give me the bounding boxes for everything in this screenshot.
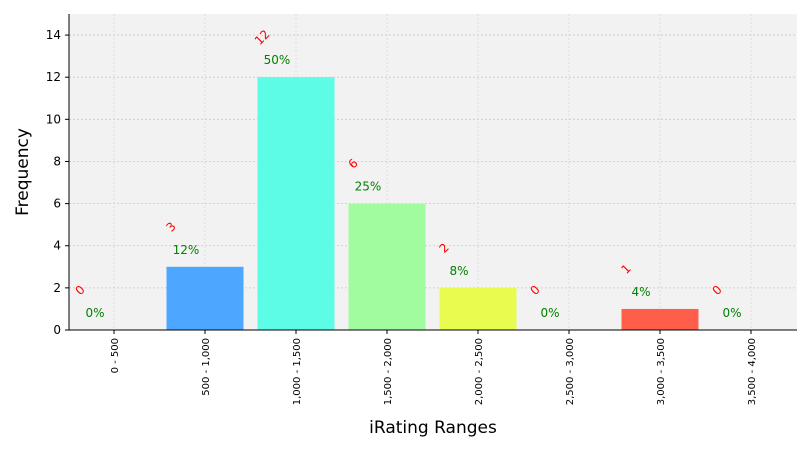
y-axis-title: Frequency (13, 128, 33, 216)
bar (439, 287, 517, 330)
bar (257, 77, 335, 330)
y-tick-label: 8 (53, 154, 61, 168)
y-tick-label: 14 (46, 28, 61, 42)
bars (166, 77, 699, 330)
x-tick-label: 3,000 - 3,500 (656, 338, 667, 405)
bar-percent-label: 0% (722, 306, 741, 320)
x-tick-label: 1,500 - 2,000 (383, 338, 394, 405)
bar-percent-label: 8% (449, 264, 468, 278)
bar-percent-label: 25% (355, 180, 382, 194)
y-tick-label: 6 (53, 197, 61, 211)
x-tick-label: 2,000 - 2,500 (474, 338, 485, 405)
bar (166, 266, 244, 330)
x-tick-label: 500 - 1,000 (201, 338, 212, 396)
bar (348, 203, 426, 330)
y-tick-label: 0 (53, 323, 61, 337)
y-ticks: 0 2 4 6 8 10 12 14 (46, 28, 69, 337)
x-tick-label: 1,000 - 1,500 (292, 338, 303, 405)
y-tick-label: 2 (53, 281, 61, 295)
bar (621, 308, 699, 330)
bar-percent-label: 4% (631, 285, 650, 299)
x-ticks: 0 - 500 500 - 1,000 1,000 - 1,500 1,500 - 2… (110, 330, 758, 405)
x-axis-title: iRating Ranges (369, 418, 497, 438)
y-tick-label: 4 (53, 239, 61, 253)
y-tick-label: 12 (46, 70, 61, 84)
bar-percent-label: 0% (85, 306, 104, 320)
bar-percent-label: 0% (540, 306, 559, 320)
y-tick-label: 10 (46, 112, 61, 126)
x-tick-label: 3,500 - 4,000 (747, 338, 758, 405)
x-tick-label: 2,500 - 3,000 (565, 338, 576, 405)
bar-percent-label: 12% (173, 243, 200, 257)
bar-percent-label: 50% (264, 53, 291, 67)
x-tick-label: 0 - 500 (110, 338, 121, 373)
